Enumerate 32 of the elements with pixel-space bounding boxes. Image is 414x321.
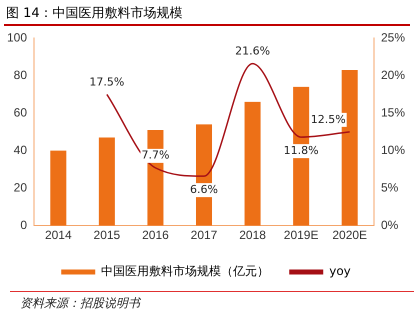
x-tick-label: 2015 xyxy=(94,228,121,242)
x-tick-label: 2018 xyxy=(239,228,266,242)
data-label: 12.5% xyxy=(310,112,346,126)
y2-tick-label: 25% xyxy=(380,30,406,45)
y-tick-label: 0 xyxy=(20,218,28,232)
bar xyxy=(98,138,115,226)
y2-tick-label: 10% xyxy=(380,142,406,157)
x-tick-label: 2017 xyxy=(190,228,218,242)
y-tick-label: 40 xyxy=(14,142,28,157)
text: 资料来源：招股说明书 xyxy=(20,295,140,312)
y2-tick-label: 5% xyxy=(380,180,399,194)
y2-tick-label: 15% xyxy=(380,105,406,120)
y-tick-label: 80 xyxy=(14,68,28,82)
bar xyxy=(50,150,66,226)
data-label: 17.5% xyxy=(89,75,124,88)
data-label: 7.7% xyxy=(141,148,170,162)
data-label: 21.6% xyxy=(235,44,270,58)
y-tick-label: 100 xyxy=(6,30,28,45)
legend-label: 中国医用敷料市场规模（亿元） xyxy=(101,264,270,278)
x-tick-label: 2020E xyxy=(332,228,368,242)
y-tick-label: 20 xyxy=(14,180,28,194)
y-tick-label: 60 xyxy=(14,105,28,120)
data-label: 6.6% xyxy=(190,182,218,196)
data-label: 11.8% xyxy=(284,144,319,158)
chart-title: 图 14：中国医用敷料市场规模 xyxy=(6,5,183,22)
x-tick-label: 2016 xyxy=(142,228,170,242)
bar xyxy=(244,102,261,226)
y2-tick-label: 20% xyxy=(380,68,406,82)
x-tick-label: 2019E xyxy=(284,228,318,242)
x-tick-label: 2014 xyxy=(44,228,72,242)
legend-label: yoy xyxy=(329,264,351,278)
y2-tick-label: 0% xyxy=(380,218,399,232)
